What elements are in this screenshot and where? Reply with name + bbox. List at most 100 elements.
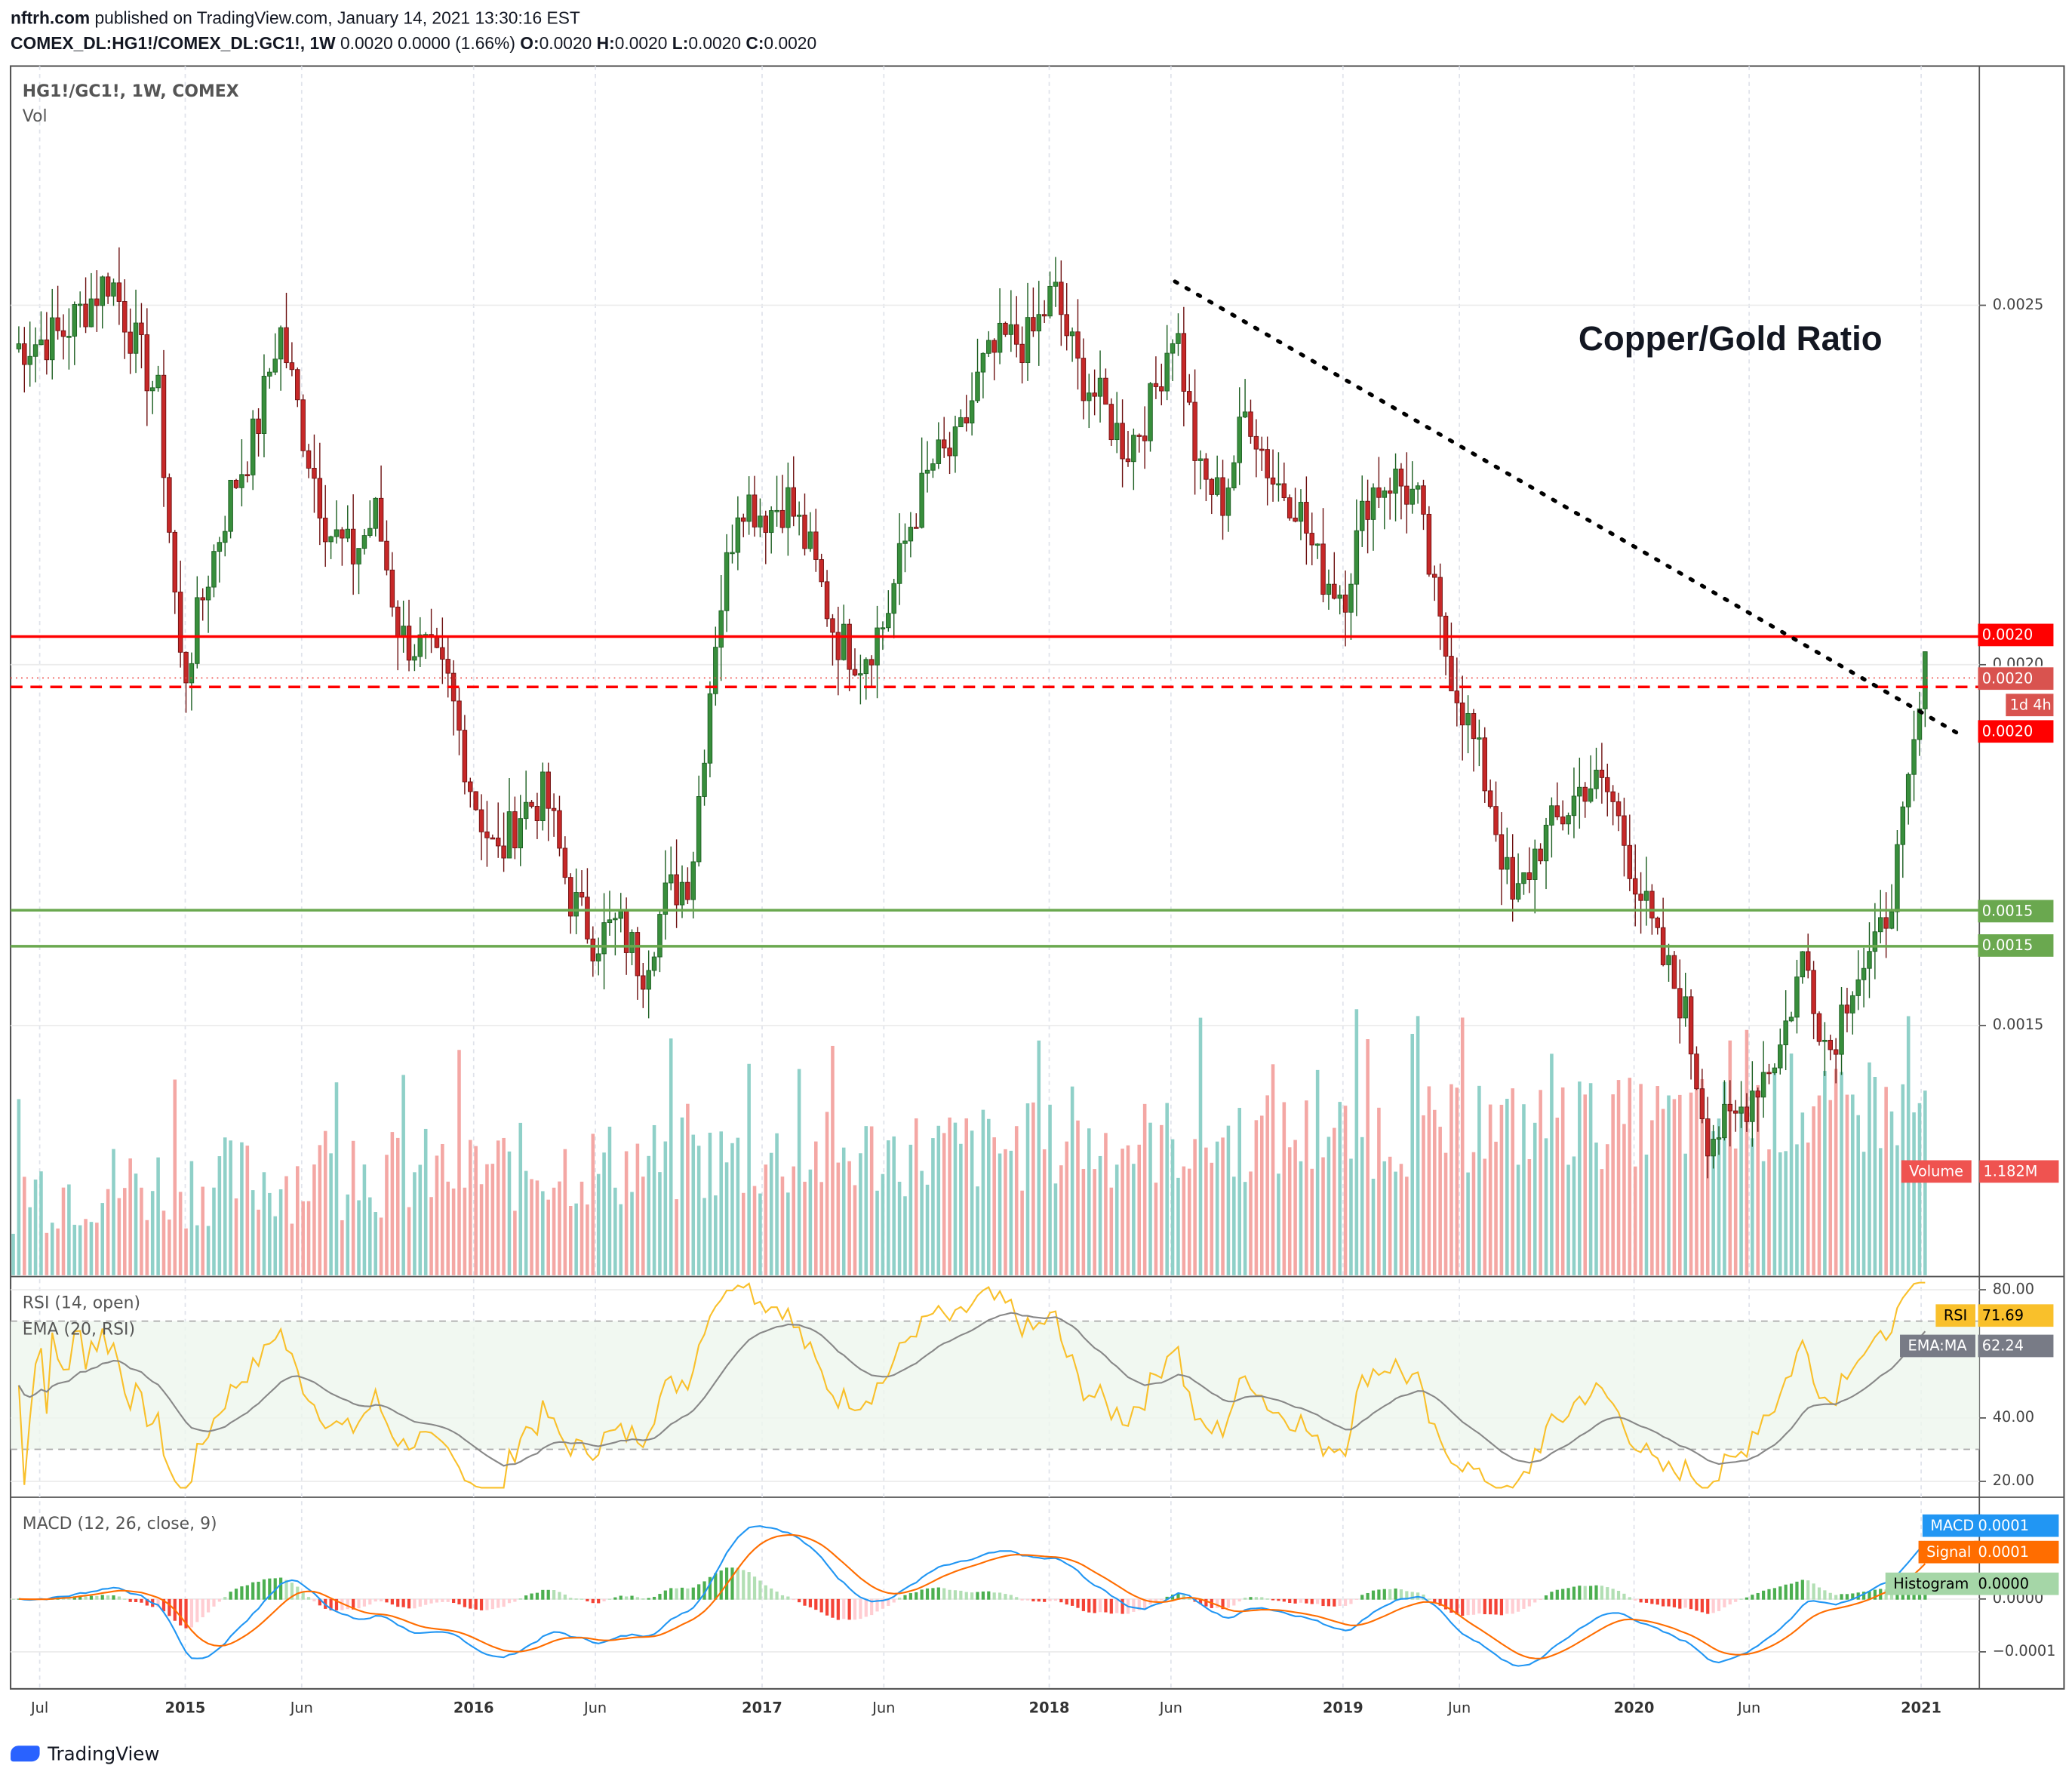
volume-bar [825, 1112, 829, 1275]
macd-histogram-bar [72, 1596, 76, 1600]
volume-bar [1422, 1115, 1425, 1275]
volume-bar [1382, 1161, 1387, 1275]
candle-body [328, 536, 334, 543]
rsi-tick: 80.00 [1992, 1280, 2035, 1298]
macd-histogram-bar [1327, 1598, 1331, 1607]
candle-body [1594, 769, 1599, 789]
tradingview-footer[interactable]: TradingView [11, 1744, 159, 1765]
macd-histogram-bar [680, 1587, 684, 1600]
rsi-legend[interactable]: RSI (14, open) [22, 1292, 141, 1312]
candle-body [105, 276, 111, 297]
volume-bar [686, 1103, 690, 1275]
volume-bar [1661, 1109, 1665, 1275]
volume-bar [184, 1228, 188, 1275]
macd-histogram-bar [1706, 1598, 1710, 1614]
candle-body [239, 474, 244, 488]
volume-bar [1299, 1161, 1303, 1275]
candle-body [1588, 788, 1594, 802]
macd-histogram-bar [1678, 1598, 1682, 1609]
macd-histogram-bar [334, 1598, 339, 1610]
volume-bar [1566, 1164, 1570, 1275]
candle-body [217, 542, 223, 552]
candle-body [32, 344, 38, 357]
volume-bar [764, 1164, 768, 1275]
candle-body [562, 847, 568, 878]
volume-bar [1655, 1086, 1660, 1275]
volume-bar [1193, 1139, 1197, 1275]
candle-body [785, 487, 791, 528]
volume-bar [1427, 1086, 1431, 1275]
ema-legend[interactable]: EMA (20, RSI) [22, 1318, 136, 1339]
volume-bar [1025, 1103, 1030, 1275]
candle-body [1900, 806, 1906, 845]
volume-bar [786, 1192, 790, 1275]
volume-bar [970, 1130, 974, 1275]
volume-bar [948, 1117, 951, 1275]
macd-histogram-bar [1639, 1598, 1643, 1603]
volume-bar [708, 1132, 712, 1275]
macd-histogram-bar [959, 1590, 963, 1600]
macd-histogram-bar [948, 1589, 951, 1600]
macd-legend[interactable]: MACD (12, 26, close, 9) [22, 1513, 217, 1533]
volume-bar [150, 1191, 155, 1275]
candle-body [1008, 324, 1014, 335]
candle-body [546, 771, 551, 809]
candle-body [1437, 577, 1443, 617]
volume-bar [864, 1126, 868, 1275]
candle-body [1265, 449, 1270, 478]
macd-histogram-bar [1739, 1598, 1743, 1600]
macd-histogram-bar [240, 1586, 244, 1600]
volume-bar [323, 1130, 327, 1275]
macd-histogram-bar [831, 1598, 835, 1618]
macd-histogram-bar [212, 1598, 216, 1607]
main-legend[interactable]: HG1!/GC1!, 1W, COMEX [22, 80, 239, 101]
volume-bar [1471, 1152, 1476, 1275]
vol-legend[interactable]: Vol [22, 106, 48, 126]
candle-body [490, 837, 496, 840]
candle-body [401, 626, 406, 638]
macd-histogram-bar [1132, 1598, 1136, 1612]
macd-histogram-bar [597, 1598, 601, 1604]
candle-body [1889, 911, 1895, 929]
volume-bar [1767, 1149, 1771, 1275]
candle-body [167, 477, 172, 533]
annotation-title[interactable]: Copper/Gold Ratio [1578, 318, 1883, 358]
candle-body [412, 656, 417, 661]
macd-histogram-bar [441, 1598, 444, 1602]
macd-histogram-bar [747, 1572, 751, 1600]
volume-bar [1388, 1156, 1392, 1275]
volume-bar [1745, 1029, 1749, 1275]
candle-body [1716, 1137, 1722, 1140]
volume-bar [892, 1136, 896, 1275]
publisher[interactable]: nftrh.com [11, 8, 91, 28]
price-tick: 0.0020 [1992, 655, 2044, 666]
candle-body [1688, 996, 1694, 1055]
candle-body [284, 327, 289, 364]
macd-histogram-bar [84, 1596, 88, 1600]
macd-histogram-bar [1031, 1598, 1035, 1602]
volume-bar [1443, 1152, 1448, 1275]
candle-body [1069, 331, 1075, 337]
volume-bar [1037, 1040, 1041, 1275]
candle-body [345, 528, 351, 539]
macd-histogram-bar [859, 1598, 862, 1619]
volume-bar [1477, 1085, 1481, 1275]
candle-body [1627, 844, 1633, 879]
candle-body [1632, 878, 1638, 895]
macd-histogram-bar [1711, 1598, 1715, 1613]
volume-bar [1104, 1133, 1108, 1275]
volume-bar [401, 1075, 405, 1275]
candle-body [267, 371, 272, 377]
macd-histogram-bar [730, 1567, 734, 1600]
volume-bar [1588, 1083, 1593, 1275]
candle-body [1477, 737, 1482, 740]
macd-histogram-bar [1427, 1598, 1431, 1600]
volume-bar [33, 1180, 38, 1275]
candle-body [1554, 805, 1560, 817]
volume-bar [100, 1203, 105, 1275]
volume-bar [1644, 1154, 1649, 1275]
volume-bar [201, 1186, 204, 1275]
macd-histogram-bar [1265, 1598, 1269, 1600]
macd-histogram-bar [669, 1588, 673, 1600]
